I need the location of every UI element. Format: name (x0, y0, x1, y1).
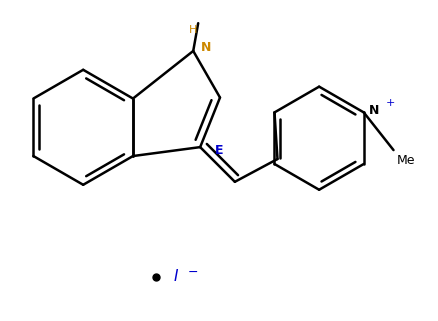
Text: −: − (187, 265, 198, 279)
Text: H: H (189, 25, 197, 35)
Text: Me: Me (396, 154, 414, 167)
Text: N: N (201, 41, 211, 55)
Text: E: E (215, 144, 223, 157)
Text: +: + (385, 98, 394, 108)
Text: N: N (368, 104, 378, 117)
Text: I: I (173, 270, 177, 284)
